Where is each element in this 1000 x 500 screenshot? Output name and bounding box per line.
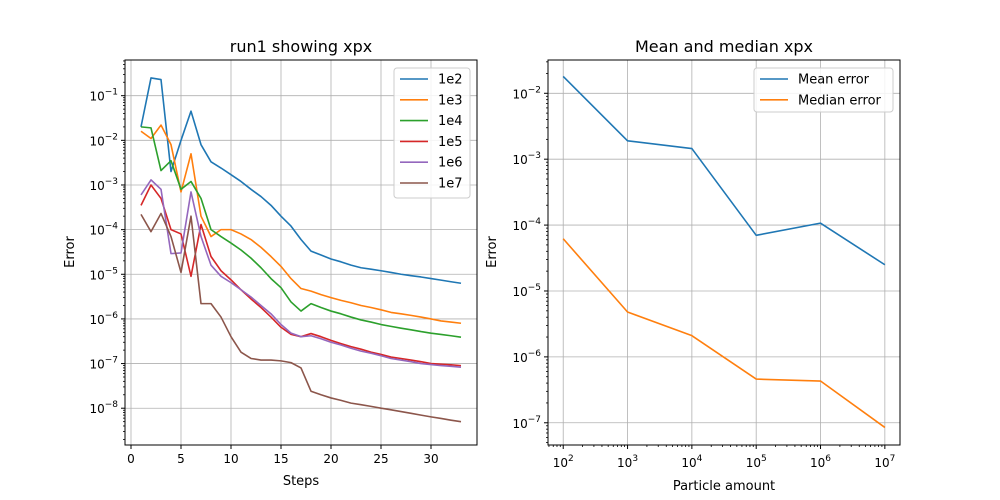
right-x-ticks: 102 103 104 105 106 107 <box>548 445 895 470</box>
right-legend-box <box>753 67 894 113</box>
right-chart: 102 103 104 105 106 107 10−710−610−510−410−31… <box>485 37 901 494</box>
left-grid <box>125 60 477 445</box>
left-x-tick-label: 0 <box>127 452 135 466</box>
right-legend: Mean error Median error <box>753 67 894 113</box>
right-y-tick-label: 10−5 <box>512 283 541 299</box>
legend-label-1e7: 1e7 <box>438 177 463 192</box>
right-x-tick-label: 102 <box>553 454 574 470</box>
left-plot-area <box>140 77 462 423</box>
left-chart: 0 5 10 15 20 25 30 10−810−710−610−510−410−310−… <box>63 37 478 489</box>
right-y-tick-label: 10−7 <box>512 415 541 431</box>
right-y-tick-label: 10−2 <box>512 85 541 101</box>
right-y-tick-label: 10−6 <box>512 349 541 365</box>
series-line-1e3 <box>140 124 462 325</box>
left-x-ticks: 0 5 10 15 20 25 30 <box>127 445 439 466</box>
left-legend: 1e2 1e3 1e4 1e5 1e6 1e7 <box>393 67 471 199</box>
right-axes-frame <box>547 59 901 446</box>
legend-label-1e2: 1e2 <box>438 73 463 88</box>
left-x-axis-label: Steps <box>283 474 320 489</box>
left-y-tick-label: 10−5 <box>89 266 118 282</box>
left-y-tick-label: 10−6 <box>89 311 118 327</box>
legend-label-1e3: 1e3 <box>438 93 463 108</box>
left-axes-frame <box>124 59 478 446</box>
left-x-tick-label: 5 <box>177 452 185 466</box>
legend-label-1e6: 1e6 <box>438 156 463 171</box>
left-y-tick-label: 10−7 <box>89 356 118 372</box>
left-x-tick-label: 10 <box>223 452 238 466</box>
left-x-tick-label: 25 <box>373 452 388 466</box>
right-y-tick-label: 10−4 <box>512 217 541 233</box>
series-line-median-error <box>562 238 886 429</box>
right-chart-title: Mean and median xpx <box>635 37 813 56</box>
right-x-tick-label: 103 <box>617 454 638 470</box>
legend-label-median-error: Median error <box>798 93 882 108</box>
left-x-tick-label: 20 <box>323 452 338 466</box>
left-y-tick-label: 10−8 <box>89 400 118 416</box>
series-line-1e7 <box>140 212 462 423</box>
series-line-1e4 <box>140 126 462 338</box>
series-line-mean-error <box>562 75 886 266</box>
right-x-tick-label: 106 <box>810 454 831 470</box>
right-y-axis-label: Error <box>485 236 500 268</box>
right-x-axis-label: Particle amount <box>673 479 775 494</box>
right-y-ticks: 10−7 10−6 10−5 10−4 10−3 10−2 <box>512 61 548 444</box>
right-x-tick-label: 105 <box>746 454 767 470</box>
left-y-axis-label: Error <box>63 236 78 268</box>
left-chart-title: run1 showing xpx <box>230 37 372 56</box>
legend-label-mean-error: Mean error <box>798 73 870 88</box>
left-x-tick-label: 15 <box>273 452 288 466</box>
left-y-tick-label: 10−3 <box>89 177 118 193</box>
left-x-tick-label: 30 <box>423 452 438 466</box>
series-line-1e6 <box>140 179 462 368</box>
right-x-tick-label: 104 <box>681 454 702 470</box>
right-y-tick-label: 10−3 <box>512 151 541 167</box>
legend-label-1e4: 1e4 <box>438 114 463 129</box>
legend-label-1e5: 1e5 <box>438 135 463 150</box>
left-y-ticks: 10−8 10−7 10−6 10−5 10−4 10−3 10−2 10−1 <box>89 60 125 440</box>
left-y-tick-label: 10−2 <box>89 132 118 148</box>
right-x-tick-label: 107 <box>874 454 895 470</box>
left-y-tick-label: 10−4 <box>89 222 118 238</box>
left-y-tick-label: 10−1 <box>89 88 118 104</box>
series-line-1e2 <box>140 77 462 285</box>
right-plot-area <box>562 75 886 429</box>
